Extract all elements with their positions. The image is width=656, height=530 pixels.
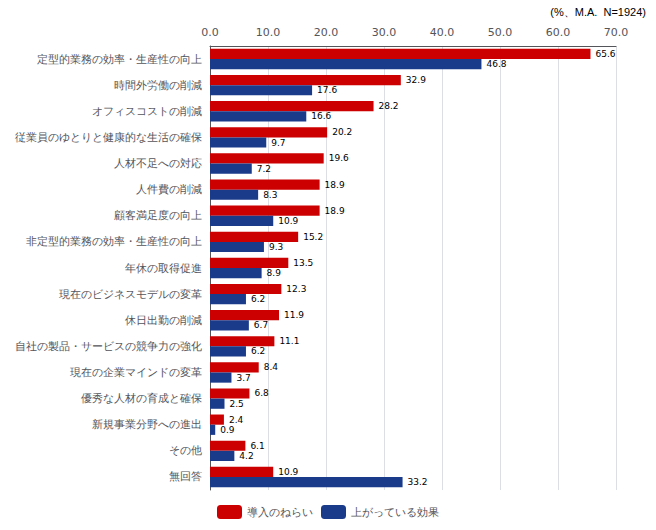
svg-text:16.6: 16.6	[311, 111, 331, 121]
svg-text:60.0: 60.0	[546, 26, 571, 39]
svg-text:11.9: 11.9	[284, 310, 304, 320]
svg-text:10.9: 10.9	[278, 216, 298, 226]
svg-text:6.7: 6.7	[254, 320, 268, 330]
svg-text:8.9: 8.9	[267, 268, 282, 278]
svg-text:20.2: 20.2	[332, 127, 352, 137]
svg-text:その他: その他	[169, 444, 202, 457]
svg-text:6.2: 6.2	[251, 294, 265, 304]
svg-text:休日出勤の削減: 休日出勤の削減	[125, 314, 202, 327]
svg-text:上がっている効果: 上がっている効果	[351, 506, 439, 519]
svg-text:9.3: 9.3	[269, 242, 283, 252]
svg-text:20.0: 20.0	[314, 26, 339, 39]
svg-text:7.2: 7.2	[257, 164, 271, 174]
svg-text:19.6: 19.6	[329, 153, 349, 163]
svg-text:0.0: 0.0	[201, 26, 219, 39]
svg-text:新規事業分野への進出: 新規事業分野への進出	[92, 418, 202, 431]
svg-text:28.2: 28.2	[379, 101, 399, 111]
svg-text:8.4: 8.4	[264, 362, 279, 372]
svg-text:18.9: 18.9	[325, 180, 345, 190]
svg-text:自社の製品・サービスの競争力の強化: 自社の製品・サービスの競争力の強化	[15, 340, 202, 353]
svg-text:40.0: 40.0	[430, 26, 455, 39]
svg-text:32.9: 32.9	[406, 75, 426, 85]
svg-text:無回答: 無回答	[169, 470, 202, 483]
svg-text:50.0: 50.0	[488, 26, 513, 39]
svg-text:65.6: 65.6	[595, 49, 615, 59]
svg-text:17.6: 17.6	[317, 85, 337, 95]
svg-text:9.7: 9.7	[271, 138, 285, 148]
svg-text:6.1: 6.1	[250, 441, 264, 451]
svg-text:15.2: 15.2	[303, 232, 323, 242]
svg-text:顧客満足度の向上: 顧客満足度の向上	[114, 209, 202, 222]
svg-text:人件費の削減: 人件費の削減	[136, 183, 202, 196]
svg-text:0.9: 0.9	[220, 425, 235, 435]
svg-text:13.5: 13.5	[293, 258, 313, 268]
svg-text:10.0: 10.0	[256, 26, 281, 39]
svg-text:8.3: 8.3	[263, 190, 277, 200]
svg-text:定型的業務の効率・生産性の向上: 定型的業務の効率・生産性の向上	[37, 53, 202, 66]
svg-text:10.9: 10.9	[278, 467, 298, 477]
svg-text:2.4: 2.4	[229, 415, 244, 425]
svg-text:6.2: 6.2	[251, 346, 265, 356]
svg-text:33.2: 33.2	[408, 477, 428, 487]
svg-text:18.9: 18.9	[325, 206, 345, 216]
svg-text:11.1: 11.1	[279, 336, 299, 346]
svg-text:4.2: 4.2	[239, 451, 253, 461]
svg-text:現在の企業マインドの変革: 現在の企業マインドの変革	[70, 366, 202, 379]
svg-text:6.8: 6.8	[254, 388, 269, 398]
svg-text:時間外労働の削減: 時間外労働の削減	[114, 79, 202, 92]
svg-text:導入のねらい: 導入のねらい	[247, 506, 313, 519]
svg-text:(%、M.A. N=1924): (%、M.A. N=1924)	[550, 6, 646, 18]
svg-text:12.3: 12.3	[286, 284, 306, 294]
svg-text:非定型的業務の効率・生産性の向上: 非定型的業務の効率・生産性の向上	[26, 235, 202, 248]
svg-text:46.8: 46.8	[486, 59, 506, 69]
svg-text:2.5: 2.5	[230, 399, 244, 409]
svg-text:70.0: 70.0	[604, 26, 629, 39]
svg-text:オフィスコストの削減: オフィスコストの削減	[92, 105, 202, 118]
svg-text:年休の取得促進: 年休の取得促進	[125, 262, 202, 275]
svg-text:人材不足への対応: 人材不足への対応	[114, 157, 202, 170]
svg-text:優秀な人材の育成と確保: 優秀な人材の育成と確保	[81, 392, 202, 405]
svg-text:従業員のゆとりと健康的な生活の確保: 従業員のゆとりと健康的な生活の確保	[15, 131, 202, 144]
svg-text:現在のビジネスモデルの変革: 現在のビジネスモデルの変革	[59, 288, 202, 301]
svg-text:30.0: 30.0	[372, 26, 397, 39]
svg-text:3.7: 3.7	[236, 373, 250, 383]
